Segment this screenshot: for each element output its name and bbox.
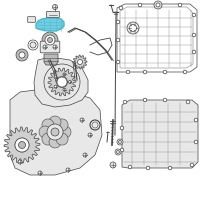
Circle shape [52, 4, 58, 9]
FancyBboxPatch shape [46, 11, 60, 18]
Circle shape [116, 38, 120, 42]
Circle shape [192, 33, 196, 37]
Circle shape [130, 24, 136, 31]
Circle shape [115, 149, 121, 155]
Circle shape [42, 119, 54, 131]
Circle shape [56, 119, 68, 131]
Circle shape [118, 140, 122, 144]
Circle shape [178, 3, 182, 7]
Circle shape [123, 100, 127, 104]
Circle shape [38, 171, 42, 175]
Circle shape [66, 168, 70, 172]
Circle shape [51, 128, 59, 136]
Circle shape [19, 52, 25, 58]
Circle shape [54, 85, 57, 88]
Circle shape [116, 60, 120, 64]
Circle shape [59, 126, 71, 138]
Circle shape [57, 76, 68, 88]
Circle shape [192, 50, 196, 54]
FancyBboxPatch shape [28, 17, 35, 22]
Circle shape [16, 49, 28, 61]
Circle shape [110, 162, 116, 168]
Circle shape [49, 116, 61, 128]
Circle shape [190, 163, 194, 167]
Circle shape [183, 70, 187, 74]
Circle shape [56, 133, 68, 145]
Circle shape [78, 60, 83, 64]
Circle shape [43, 45, 47, 49]
Circle shape [30, 42, 36, 48]
Circle shape [18, 142, 26, 148]
Circle shape [39, 126, 51, 138]
Circle shape [186, 100, 190, 104]
Circle shape [53, 45, 57, 49]
Polygon shape [10, 90, 102, 175]
Polygon shape [122, 100, 198, 168]
Circle shape [128, 165, 132, 169]
Circle shape [163, 70, 167, 74]
Circle shape [83, 153, 87, 157]
Circle shape [120, 148, 124, 152]
Polygon shape [34, 57, 88, 107]
Circle shape [163, 98, 167, 102]
Circle shape [48, 38, 52, 43]
Polygon shape [36, 18, 64, 31]
Circle shape [80, 118, 84, 122]
Circle shape [15, 138, 29, 152]
Circle shape [194, 140, 198, 144]
Circle shape [18, 160, 22, 164]
Circle shape [127, 22, 139, 34]
Circle shape [119, 6, 123, 10]
Circle shape [42, 32, 58, 48]
Circle shape [54, 76, 57, 79]
Circle shape [143, 98, 147, 102]
Circle shape [120, 126, 124, 130]
Circle shape [116, 20, 120, 24]
Circle shape [68, 80, 72, 84]
Polygon shape [44, 54, 58, 65]
Circle shape [192, 13, 196, 17]
Circle shape [126, 70, 130, 74]
FancyBboxPatch shape [40, 41, 60, 53]
Circle shape [143, 70, 147, 74]
Circle shape [88, 133, 92, 137]
Circle shape [156, 3, 160, 7]
Circle shape [45, 35, 55, 45]
Polygon shape [4, 127, 40, 163]
Circle shape [28, 40, 38, 50]
Polygon shape [117, 4, 197, 72]
Circle shape [49, 136, 61, 148]
Circle shape [63, 88, 66, 91]
Circle shape [168, 166, 172, 170]
Circle shape [47, 124, 63, 140]
Circle shape [42, 133, 54, 145]
Circle shape [15, 138, 29, 152]
Circle shape [194, 118, 198, 122]
Circle shape [117, 139, 123, 145]
Circle shape [154, 1, 162, 9]
Polygon shape [48, 68, 76, 96]
Circle shape [63, 73, 66, 76]
Circle shape [138, 3, 142, 7]
Circle shape [57, 77, 67, 87]
Circle shape [158, 3, 162, 7]
Polygon shape [73, 55, 87, 69]
Circle shape [116, 150, 120, 154]
Circle shape [146, 166, 150, 170]
